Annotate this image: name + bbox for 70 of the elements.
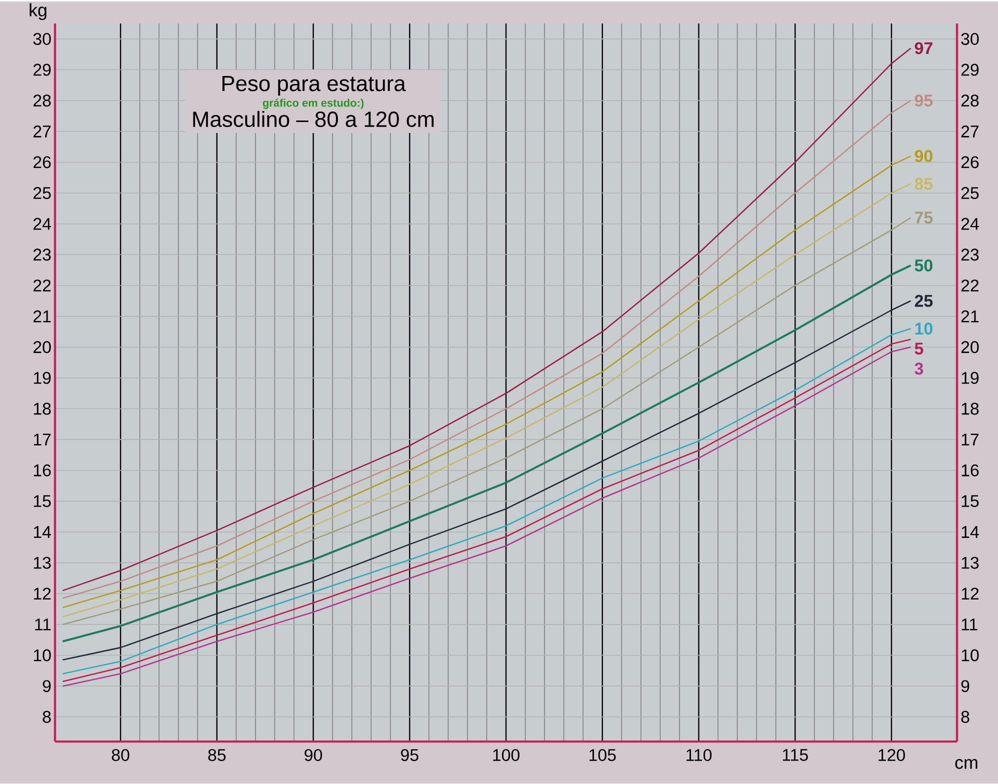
series-label: 50 [914,260,932,272]
y2-tick-label: 17 [962,434,979,446]
x-tick-label: 100 [493,749,520,762]
y-tick-label: 11 [35,618,51,630]
y-tick-label: 12 [34,588,51,600]
x-tick-label: 105 [590,749,616,762]
x-tick-label: 115 [782,749,808,762]
y2-tick-label: 29 [961,64,979,76]
y-tick-label: 22 [34,280,51,292]
x-tick-label: 85 [208,749,226,762]
y-tick-label: 8 [42,711,51,724]
y2-tick-label: 14 [962,526,979,538]
y-tick-label: 20 [34,341,51,354]
x-tick-label: 110 [686,749,712,762]
series-label: 90 [914,150,932,162]
y-tick-label: 16 [34,464,51,477]
y2-tick-label: 22 [961,280,979,292]
y-tick-label: 29 [34,64,51,76]
y-tick-label: 24 [34,218,51,230]
series-label: 3 [914,362,924,375]
series-label: 5 [914,342,924,355]
y2-tick-label: 9 [961,680,970,692]
y2-tick-label: 28 [961,94,979,107]
text: Masculino – 80 a 120 cm [193,111,434,128]
y-tick-label: 21 [34,310,51,322]
x-tick-label: 95 [401,749,418,762]
series-label: 25 [914,295,933,308]
y2-tick-label: 20 [961,341,979,354]
y-tick-label: 17 [34,434,51,446]
y-axis-title: kg [30,4,46,20]
x-tick-label: 90 [304,749,322,762]
y2-tick-label: 12 [962,588,979,600]
y-tick-label: 25 [34,187,51,200]
y-tick-label: 10 [34,649,51,662]
y2-tick-label: 26 [961,156,979,168]
text: Peso para estatura [222,76,406,96]
y2-tick-label: 27 [961,126,979,138]
y2-tick-label: 11 [962,618,978,630]
annotation: gráfico em estudo:) [262,98,364,110]
y2-tick-label: 23 [961,248,979,261]
y2-tick-label: 19 [962,372,979,384]
y-tick-label: 19 [34,372,51,384]
y2-tick-label: 15 [962,495,979,508]
x-tick-label: 80 [112,749,130,762]
y-tick-label: 15 [34,495,51,508]
series-label: 85 [914,178,933,190]
y2-tick-label: 21 [961,310,979,322]
x-axis-title: cm [955,759,978,770]
series-label: 95 [914,94,933,107]
y-tick-label: 13 [34,557,51,570]
series-label: 97 [914,42,932,54]
y2-tick-label: 24 [961,218,979,230]
series-label: 75 [915,212,933,224]
y2-tick-label: 8 [961,711,970,724]
y2-tick-label: 25 [961,187,979,200]
y2-tick-label: 13 [962,557,979,570]
y-tick-label: 23 [34,248,51,261]
y-tick-label: 27 [34,126,51,138]
y2-tick-label: 18 [962,402,979,415]
y2-tick-label: 30 [961,33,979,46]
y2-tick-label: 16 [962,464,979,477]
series-label: 10 [915,322,932,335]
y-tick-label: 30 [33,33,51,46]
y-tick-label: 9 [42,680,51,692]
y2-tick-label: 10 [962,649,979,662]
y-tick-label: 26 [34,156,51,168]
y-tick-label: 18 [34,402,51,415]
y-tick-label: 14 [34,526,51,538]
y-tick-label: 28 [34,94,51,107]
x-tick-label: 120 [878,749,905,762]
